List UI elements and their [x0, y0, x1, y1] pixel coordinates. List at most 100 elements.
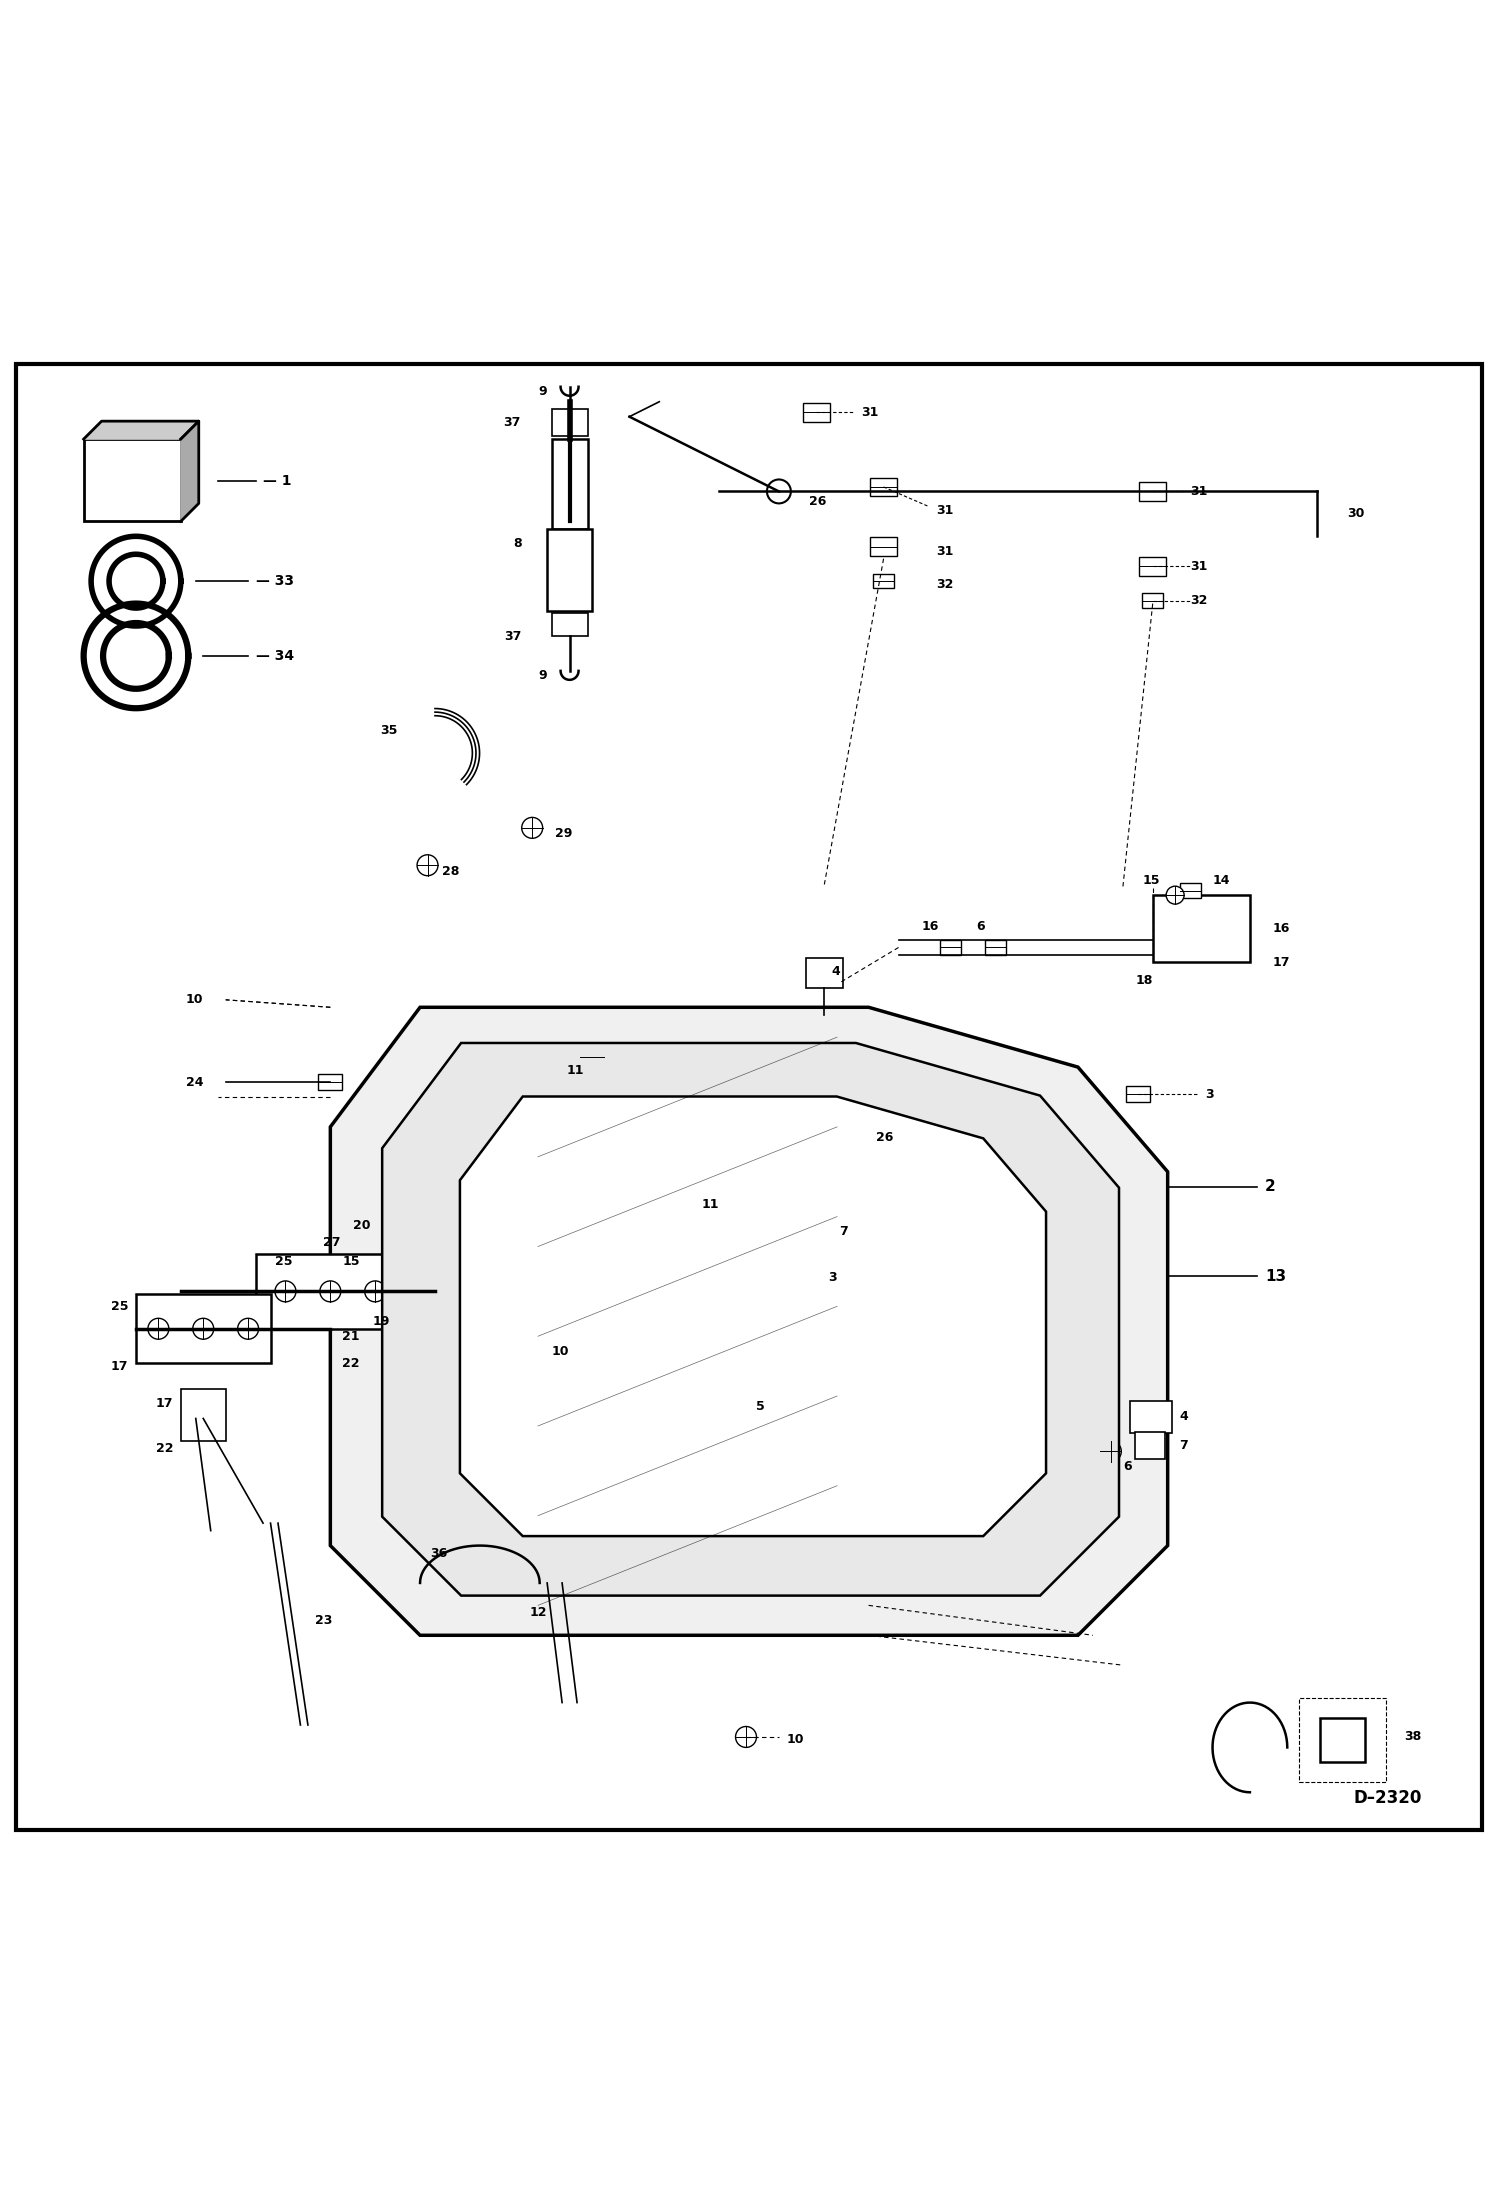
Text: 12: 12	[530, 1606, 547, 1619]
Text: 15: 15	[343, 1255, 360, 1268]
Polygon shape	[181, 421, 199, 522]
Bar	[181, 1389, 226, 1441]
Circle shape	[364, 1281, 385, 1301]
Text: 6: 6	[977, 919, 986, 932]
Text: 6: 6	[1124, 1459, 1131, 1472]
Circle shape	[416, 856, 437, 875]
Text: 17: 17	[156, 1398, 174, 1411]
Polygon shape	[460, 1097, 1046, 1536]
Text: 19: 19	[372, 1314, 389, 1327]
Circle shape	[526, 1341, 547, 1362]
Bar	[1126, 1086, 1150, 1101]
Bar	[730, 1395, 753, 1413]
Text: 10: 10	[786, 1733, 804, 1746]
Text: 7: 7	[1179, 1439, 1188, 1452]
Text: 25: 25	[111, 1299, 129, 1312]
Text: 9: 9	[538, 669, 547, 682]
Text: — 1: — 1	[264, 474, 292, 487]
Text: 20: 20	[352, 1220, 370, 1233]
Text: 26: 26	[876, 1130, 893, 1143]
Bar	[715, 1183, 739, 1200]
Circle shape	[148, 1319, 169, 1338]
Bar	[256, 1255, 404, 1330]
Text: 5: 5	[756, 1400, 765, 1413]
Circle shape	[1101, 1441, 1122, 1461]
Text: 7: 7	[839, 1224, 848, 1237]
Text: 36: 36	[430, 1547, 446, 1560]
Text: 9: 9	[538, 384, 547, 397]
Bar	[551, 410, 587, 437]
Text: 16: 16	[921, 919, 939, 932]
Text: 3: 3	[828, 1270, 837, 1283]
Text: 37: 37	[505, 630, 521, 643]
Circle shape	[1165, 886, 1183, 904]
Text: 31: 31	[936, 544, 953, 557]
Text: 15: 15	[1143, 873, 1159, 886]
Bar	[986, 941, 1007, 954]
Bar	[803, 404, 830, 421]
Text: 18: 18	[1135, 974, 1152, 987]
Text: 17: 17	[1272, 957, 1290, 970]
Circle shape	[238, 1319, 259, 1338]
Text: 24: 24	[186, 1075, 204, 1088]
Text: 10: 10	[186, 994, 204, 1007]
Text: 4: 4	[831, 965, 840, 979]
Text: 8: 8	[514, 538, 521, 551]
Text: 14: 14	[1212, 873, 1230, 886]
Text: 11: 11	[568, 1064, 584, 1077]
Bar	[319, 1073, 343, 1090]
Bar	[551, 612, 587, 636]
Bar	[870, 478, 897, 496]
Circle shape	[521, 818, 542, 838]
Text: — 33: — 33	[256, 575, 294, 588]
Text: 35: 35	[380, 724, 397, 737]
Text: 22: 22	[343, 1356, 360, 1369]
Text: 31: 31	[936, 505, 953, 518]
Text: 23: 23	[316, 1615, 333, 1626]
Bar	[1320, 1718, 1365, 1762]
Text: 2: 2	[1264, 1178, 1276, 1194]
Circle shape	[736, 1727, 756, 1746]
Text: 30: 30	[1347, 507, 1365, 520]
Text: — 34: — 34	[256, 649, 294, 663]
Text: 10: 10	[551, 1345, 569, 1358]
Bar	[1299, 1698, 1386, 1782]
Polygon shape	[331, 1007, 1167, 1635]
Bar	[1179, 884, 1200, 897]
Circle shape	[193, 1319, 214, 1338]
Bar	[580, 1049, 604, 1064]
Bar	[818, 1215, 845, 1233]
Polygon shape	[84, 421, 199, 439]
Text: 28: 28	[442, 864, 460, 878]
Text: 31: 31	[1189, 485, 1207, 498]
Bar	[1135, 1433, 1164, 1459]
Text: D–2320: D–2320	[1354, 1790, 1422, 1808]
Bar	[1143, 592, 1162, 608]
Text: 26: 26	[809, 496, 827, 509]
Text: 13: 13	[1264, 1268, 1285, 1283]
Text: 11: 11	[701, 1198, 719, 1211]
Circle shape	[321, 1281, 342, 1301]
Bar	[84, 439, 181, 522]
Bar	[1152, 895, 1249, 963]
Text: 29: 29	[554, 827, 572, 840]
Circle shape	[857, 1123, 875, 1141]
Bar	[551, 439, 587, 529]
Text: 25: 25	[276, 1255, 294, 1268]
Text: 16: 16	[1272, 921, 1290, 935]
Text: 32: 32	[936, 577, 953, 590]
Bar	[1131, 1400, 1171, 1433]
Bar	[1140, 557, 1165, 575]
Bar	[807, 1259, 834, 1279]
Text: 38: 38	[1404, 1731, 1422, 1744]
Circle shape	[767, 480, 791, 502]
Bar	[870, 538, 897, 555]
Bar	[806, 959, 843, 987]
Text: 17: 17	[111, 1360, 129, 1373]
Bar	[873, 575, 894, 588]
Polygon shape	[382, 1042, 1119, 1595]
Bar	[547, 529, 592, 612]
Bar	[136, 1294, 271, 1362]
Bar	[1140, 483, 1165, 500]
Circle shape	[517, 1334, 538, 1356]
